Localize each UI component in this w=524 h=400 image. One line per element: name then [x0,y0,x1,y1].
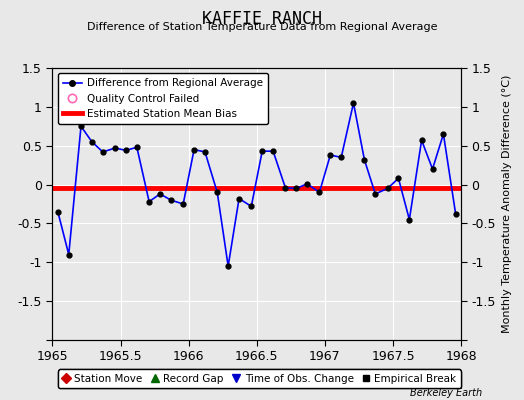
Text: Difference of Station Temperature Data from Regional Average: Difference of Station Temperature Data f… [87,22,437,32]
Legend: Station Move, Record Gap, Time of Obs. Change, Empirical Break: Station Move, Record Gap, Time of Obs. C… [58,370,461,388]
Text: Berkeley Earth: Berkeley Earth [410,388,482,398]
Text: KAFFIE RANCH: KAFFIE RANCH [202,10,322,28]
Y-axis label: Monthly Temperature Anomaly Difference (°C): Monthly Temperature Anomaly Difference (… [501,75,511,333]
